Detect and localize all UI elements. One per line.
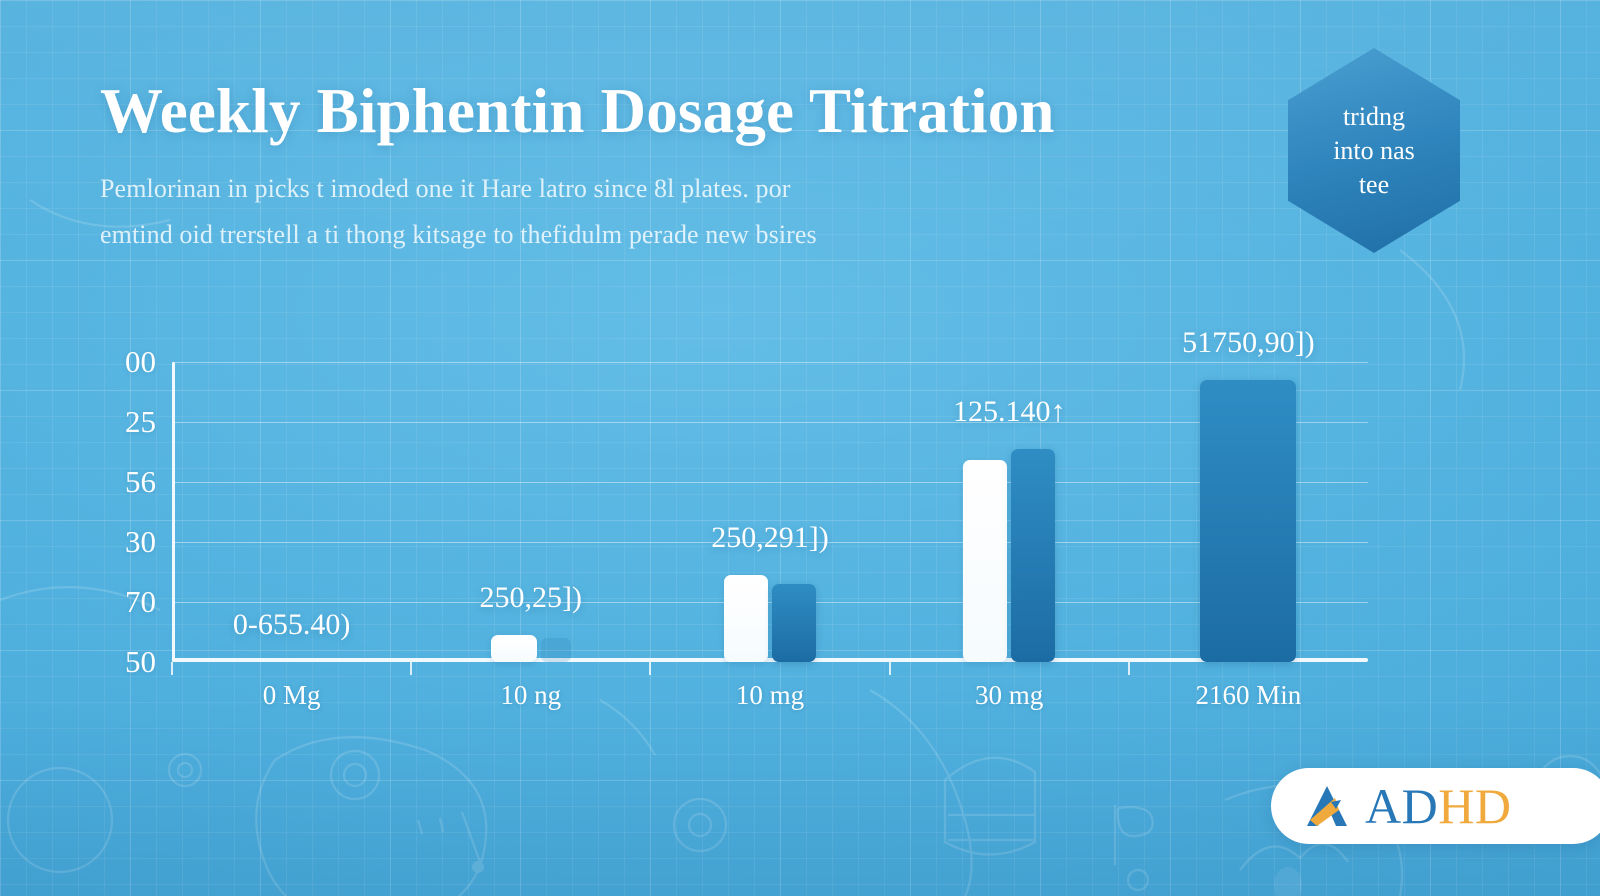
- chart-bar-white[interactable]: [490, 635, 537, 662]
- chart-y-axis: [172, 362, 175, 662]
- chart-plot-area: 00 25 56 30 70 50 0 Mg 0-655.40) 10 ng 250,25]) 10…: [125, 326, 1368, 710]
- chart-gridline: [172, 602, 1368, 603]
- chart-value-label: 250,291]): [711, 521, 829, 554]
- adhd-logo: ADHD: [1271, 768, 1600, 844]
- chart-x-tick-label: 10 mg: [735, 680, 805, 710]
- chart-y-tick-label: 70: [125, 584, 156, 619]
- chart-bar-white[interactable]: [963, 459, 1008, 662]
- chart-y-tick-label: 25: [125, 404, 156, 439]
- chart-x-tick-mark: [410, 662, 413, 675]
- chart-value-label: 250,25]): [479, 581, 583, 614]
- hex-line-3: tee: [1358, 169, 1390, 199]
- chart-value-label: 51750,90]): [1182, 326, 1315, 359]
- chart-x-axis: [172, 658, 1368, 662]
- logo-word-hd: HD: [1438, 778, 1512, 834]
- chart-x-tick-mark: [171, 662, 173, 675]
- chart-gridline: [172, 422, 1368, 423]
- chart-value-label: 0-655.40): [232, 608, 351, 641]
- chart-bar-group[interactable]: [963, 449, 1056, 662]
- page-title: Weekly Biphentin Dosage Titration: [100, 76, 1055, 146]
- chart-gridline: [172, 542, 1368, 543]
- chart-gridline: [172, 362, 1368, 363]
- chart-bar-shadow[interactable]: [540, 638, 571, 662]
- chart-x-tick-label: 10 ng: [500, 680, 562, 710]
- chart-x-tick-label: 2160 Min: [1195, 680, 1302, 710]
- chart-x-tick-mark: [1127, 662, 1130, 675]
- chart-value-label: 125.140↑: [952, 395, 1066, 428]
- chart-bar-blue[interactable]: [1200, 380, 1297, 662]
- chart-x-tick-mark: [649, 662, 652, 675]
- logo-word-ad: AD: [1365, 778, 1439, 834]
- chart-x-tick-mark: [888, 662, 891, 675]
- subtitle-line-1: Pemlorinan in picks t imoded one it Hare…: [100, 174, 791, 204]
- bar-chart: 00 25 56 30 70 50 0 Mg 0-655.40) 10 ng 250,25]) 10…: [100, 300, 1390, 710]
- chart-bar-white[interactable]: [724, 575, 768, 662]
- hexagon-badge-text: tridng into nas tee: [1317, 100, 1431, 202]
- page-subtitle: Pemlorinan in picks t imoded one it Hare…: [100, 166, 1280, 258]
- chart-x-tick-label: 0 Mg: [262, 680, 321, 710]
- chart-y-tick-label: 00: [125, 344, 156, 379]
- hex-line-1: tridng: [1342, 101, 1406, 131]
- chart-bar-blue[interactable]: [1011, 449, 1056, 662]
- chart-bar-group[interactable]: [724, 575, 816, 662]
- hex-line-2: into nas: [1333, 135, 1415, 165]
- adhd-arrow-mark-icon: [1307, 786, 1347, 826]
- chart-y-tick-label: 30: [125, 524, 156, 559]
- adhd-logo-wordmark: ADHD: [1365, 781, 1511, 831]
- subtitle-line-2: emtind oid trerstell a ti thong kitsage …: [100, 220, 817, 250]
- chart-bar-group[interactable]: [490, 635, 571, 662]
- chart-bar-group[interactable]: [1200, 380, 1297, 662]
- chart-bar-blue[interactable]: [772, 584, 816, 662]
- hexagon-badge: tridng into nas tee: [1288, 48, 1460, 253]
- chart-gridline: [172, 482, 1368, 483]
- chart-y-tick-label: 50: [125, 644, 156, 679]
- chart-x-tick-label: 30 mg: [975, 680, 1044, 710]
- chart-y-tick-label: 56: [125, 464, 156, 499]
- header: Weekly Biphentin Dosage Titration Pemlor…: [100, 78, 1280, 258]
